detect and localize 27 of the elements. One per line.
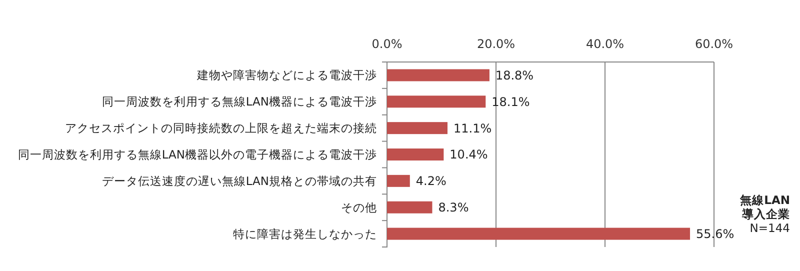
data-label: 18.8% [495, 68, 534, 82]
bar [387, 228, 690, 240]
y-tick-label: 建物や障害物などによる電波干渉 [196, 68, 377, 82]
x-tick-label: 20.0% [476, 37, 516, 51]
y-tick-label: アクセスポイントの同時接続数の上限を超えた端末の接続 [65, 121, 377, 136]
data-label: 55.6% [696, 226, 734, 241]
data-label: 8.3% [438, 200, 469, 215]
data-label: 10.4% [450, 148, 488, 162]
y-tick-label: その他 [341, 200, 377, 214]
y-tick-label: 特に障害は発生しなかった [233, 226, 377, 241]
text: N=144 [750, 221, 790, 235]
data-label: 11.1% [453, 121, 492, 136]
y-tick-label: 同一周波数を利用する無線LAN機器以外の電子機器による電波干渉 [18, 148, 377, 162]
x-tick-label: 40.0% [586, 37, 624, 51]
y-tick-label: 同一周波数を利用する無線LAN機器による電波干渉 [102, 94, 377, 109]
x-tick-label: 0.0% [372, 37, 402, 51]
bar [387, 69, 490, 82]
data-label: 4.2% [416, 174, 446, 188]
bar [387, 96, 486, 108]
text: 無線LAN導入企業 [739, 193, 790, 221]
y-tick-label: データ伝送速度の遅い無線LAN規格との帯域の共有 [102, 174, 377, 188]
x-tick-label: 60.0% [694, 37, 734, 51]
data-label: 18.1% [492, 94, 530, 109]
bar [387, 174, 410, 187]
bar [387, 148, 444, 160]
bar [387, 201, 432, 214]
bar [387, 122, 448, 134]
